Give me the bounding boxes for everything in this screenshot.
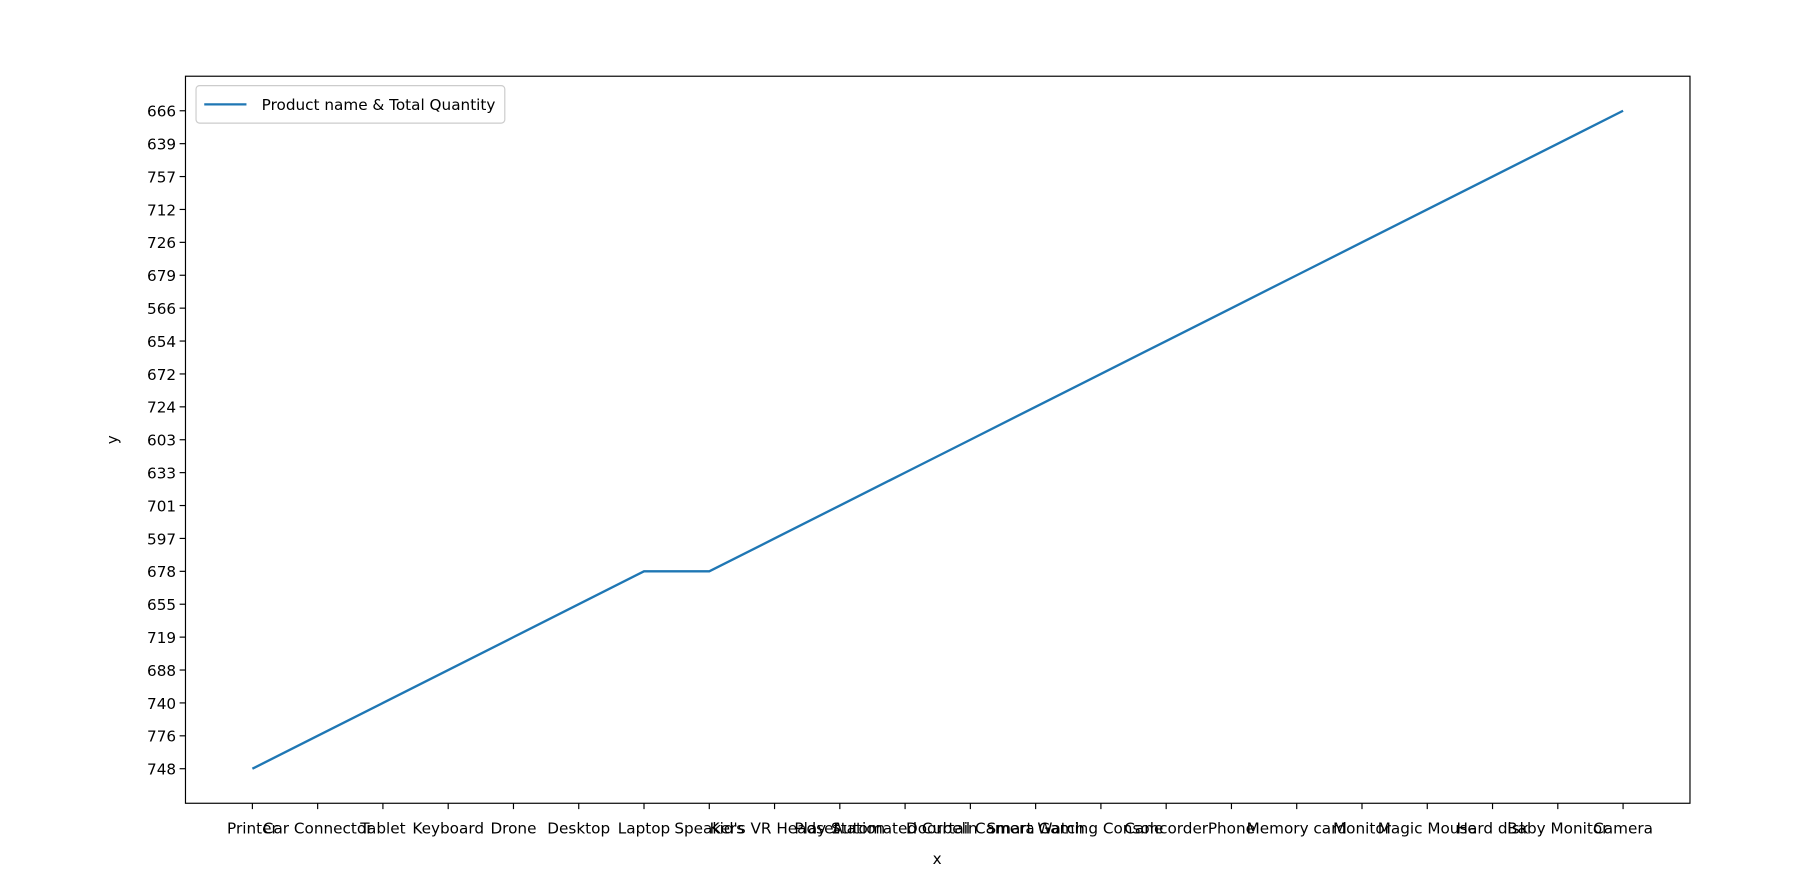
y-tick-label: 655: [147, 596, 176, 614]
x-tick-label: Laptop: [618, 820, 670, 838]
x-tick-label: Camcorder: [1124, 820, 1209, 838]
y-tick-label: 597: [147, 530, 176, 548]
x-tick-label: Baby Monitor: [1507, 820, 1609, 838]
x-tick-label: Speakers: [674, 820, 744, 838]
x-tick-label: Kid's VR Headset: [710, 820, 840, 838]
y-tick-label: 666: [147, 103, 176, 121]
y-tick-label: 688: [147, 662, 176, 680]
x-tick-label: Car Connector: [263, 820, 373, 838]
y-tick-label: 678: [147, 563, 176, 581]
line-series: [251, 109, 1624, 770]
y-tick-label: 740: [147, 695, 176, 713]
x-tick-label: Smart Watch: [986, 820, 1084, 838]
y-tick-label: 633: [147, 465, 176, 483]
x-tick-label: Desktop: [547, 820, 610, 838]
legend-label: Product name & Total Quantity: [262, 96, 496, 114]
x-tick-label: Camera: [1593, 820, 1653, 838]
x-tick-label: Tablet: [359, 820, 405, 838]
x-tick-label: Doorbell Camera: [906, 820, 1035, 838]
x-tick-label: Gaming Console: [1038, 820, 1163, 838]
y-tick-label: 566: [147, 300, 176, 318]
y-tick-label: 701: [147, 497, 176, 515]
y-tick-label: 603: [147, 432, 176, 450]
y-axis-label: y: [103, 435, 121, 444]
y-tick-label: 757: [147, 168, 176, 186]
x-tick-label: Automated Curtain: [833, 820, 978, 838]
y-tick-label: 726: [147, 234, 176, 252]
x-tick-label: Magic Mouse: [1378, 820, 1477, 838]
x-tick-label: Phone: [1208, 820, 1255, 838]
y-tick-label: 639: [147, 136, 176, 154]
legend-box: [195, 85, 506, 124]
y-tick-label: 679: [147, 267, 176, 285]
y-tick-label: 712: [147, 201, 176, 219]
y-tick-label: 672: [147, 366, 176, 384]
x-tick-label: Play Station: [794, 820, 885, 838]
x-tick-label: Drone: [490, 820, 536, 838]
y-tick-label: 719: [147, 629, 176, 647]
x-tick-label: Keyboard: [412, 820, 484, 838]
y-tick-label: 654: [147, 333, 176, 351]
x-tick-label: Printer: [227, 820, 278, 838]
x-tick-label: Memory card: [1247, 820, 1347, 838]
y-tick-label: 724: [147, 399, 176, 417]
plot-frame: [184, 75, 1691, 804]
y-tick-label: 748: [147, 761, 176, 779]
x-tick-label: Hard disk: [1457, 820, 1529, 838]
y-tick-label: 776: [147, 728, 176, 746]
x-axis-label: x: [933, 850, 942, 868]
legend: Product name & Total Quantity: [195, 85, 506, 124]
x-tick-label: Monitor: [1333, 820, 1392, 838]
